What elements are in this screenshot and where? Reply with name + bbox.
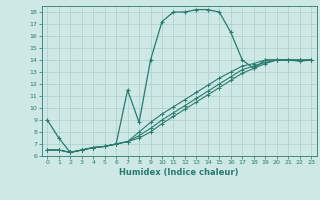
X-axis label: Humidex (Indice chaleur): Humidex (Indice chaleur) [119,168,239,177]
